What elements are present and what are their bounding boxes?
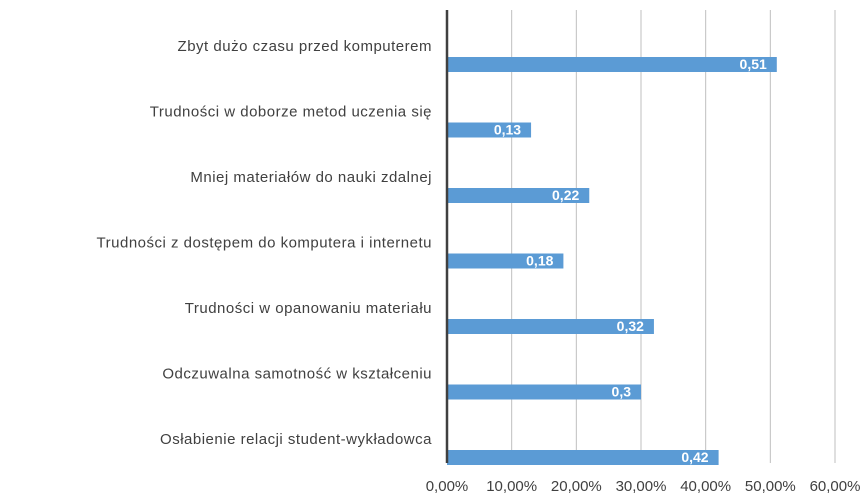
value-label: 0,32 — [617, 318, 644, 334]
value-label: 0,51 — [740, 56, 767, 72]
x-tick-label: 50,00% — [745, 478, 796, 495]
x-tick-label: 30,00% — [616, 478, 667, 495]
x-tick-label: 40,00% — [680, 478, 731, 495]
x-tick-label: 20,00% — [551, 478, 602, 495]
bar — [447, 450, 719, 465]
category-label: Osłabienie relacji student-wykładowca — [160, 431, 432, 448]
x-tick-label: 60,00% — [810, 478, 861, 495]
bar — [447, 253, 564, 269]
value-label: 0,18 — [526, 253, 553, 269]
bar — [447, 188, 590, 203]
value-label: 0,42 — [681, 449, 708, 465]
category-label: Trudności w opanowaniu materiału — [185, 300, 432, 317]
value-label: 0,13 — [494, 122, 521, 138]
category-label: Trudności w doborze metod uczenia się — [150, 103, 432, 120]
bar — [447, 319, 654, 334]
category-label: Zbyt dużo czasu przed komputerem — [178, 38, 432, 55]
category-label: Trudności z dostępem do komputera i inte… — [97, 234, 432, 251]
bar — [447, 384, 641, 400]
category-label: Odczuwalna samotność w kształceniu — [162, 365, 432, 382]
category-label: Mniej materiałów do nauki zdalnej — [190, 169, 432, 186]
value-label: 0,22 — [552, 187, 579, 203]
value-label: 0,3 — [612, 384, 632, 400]
bar — [447, 57, 777, 72]
x-tick-label: 0,00% — [426, 478, 469, 495]
bar — [447, 122, 532, 138]
x-tick-label: 10,00% — [486, 478, 537, 495]
